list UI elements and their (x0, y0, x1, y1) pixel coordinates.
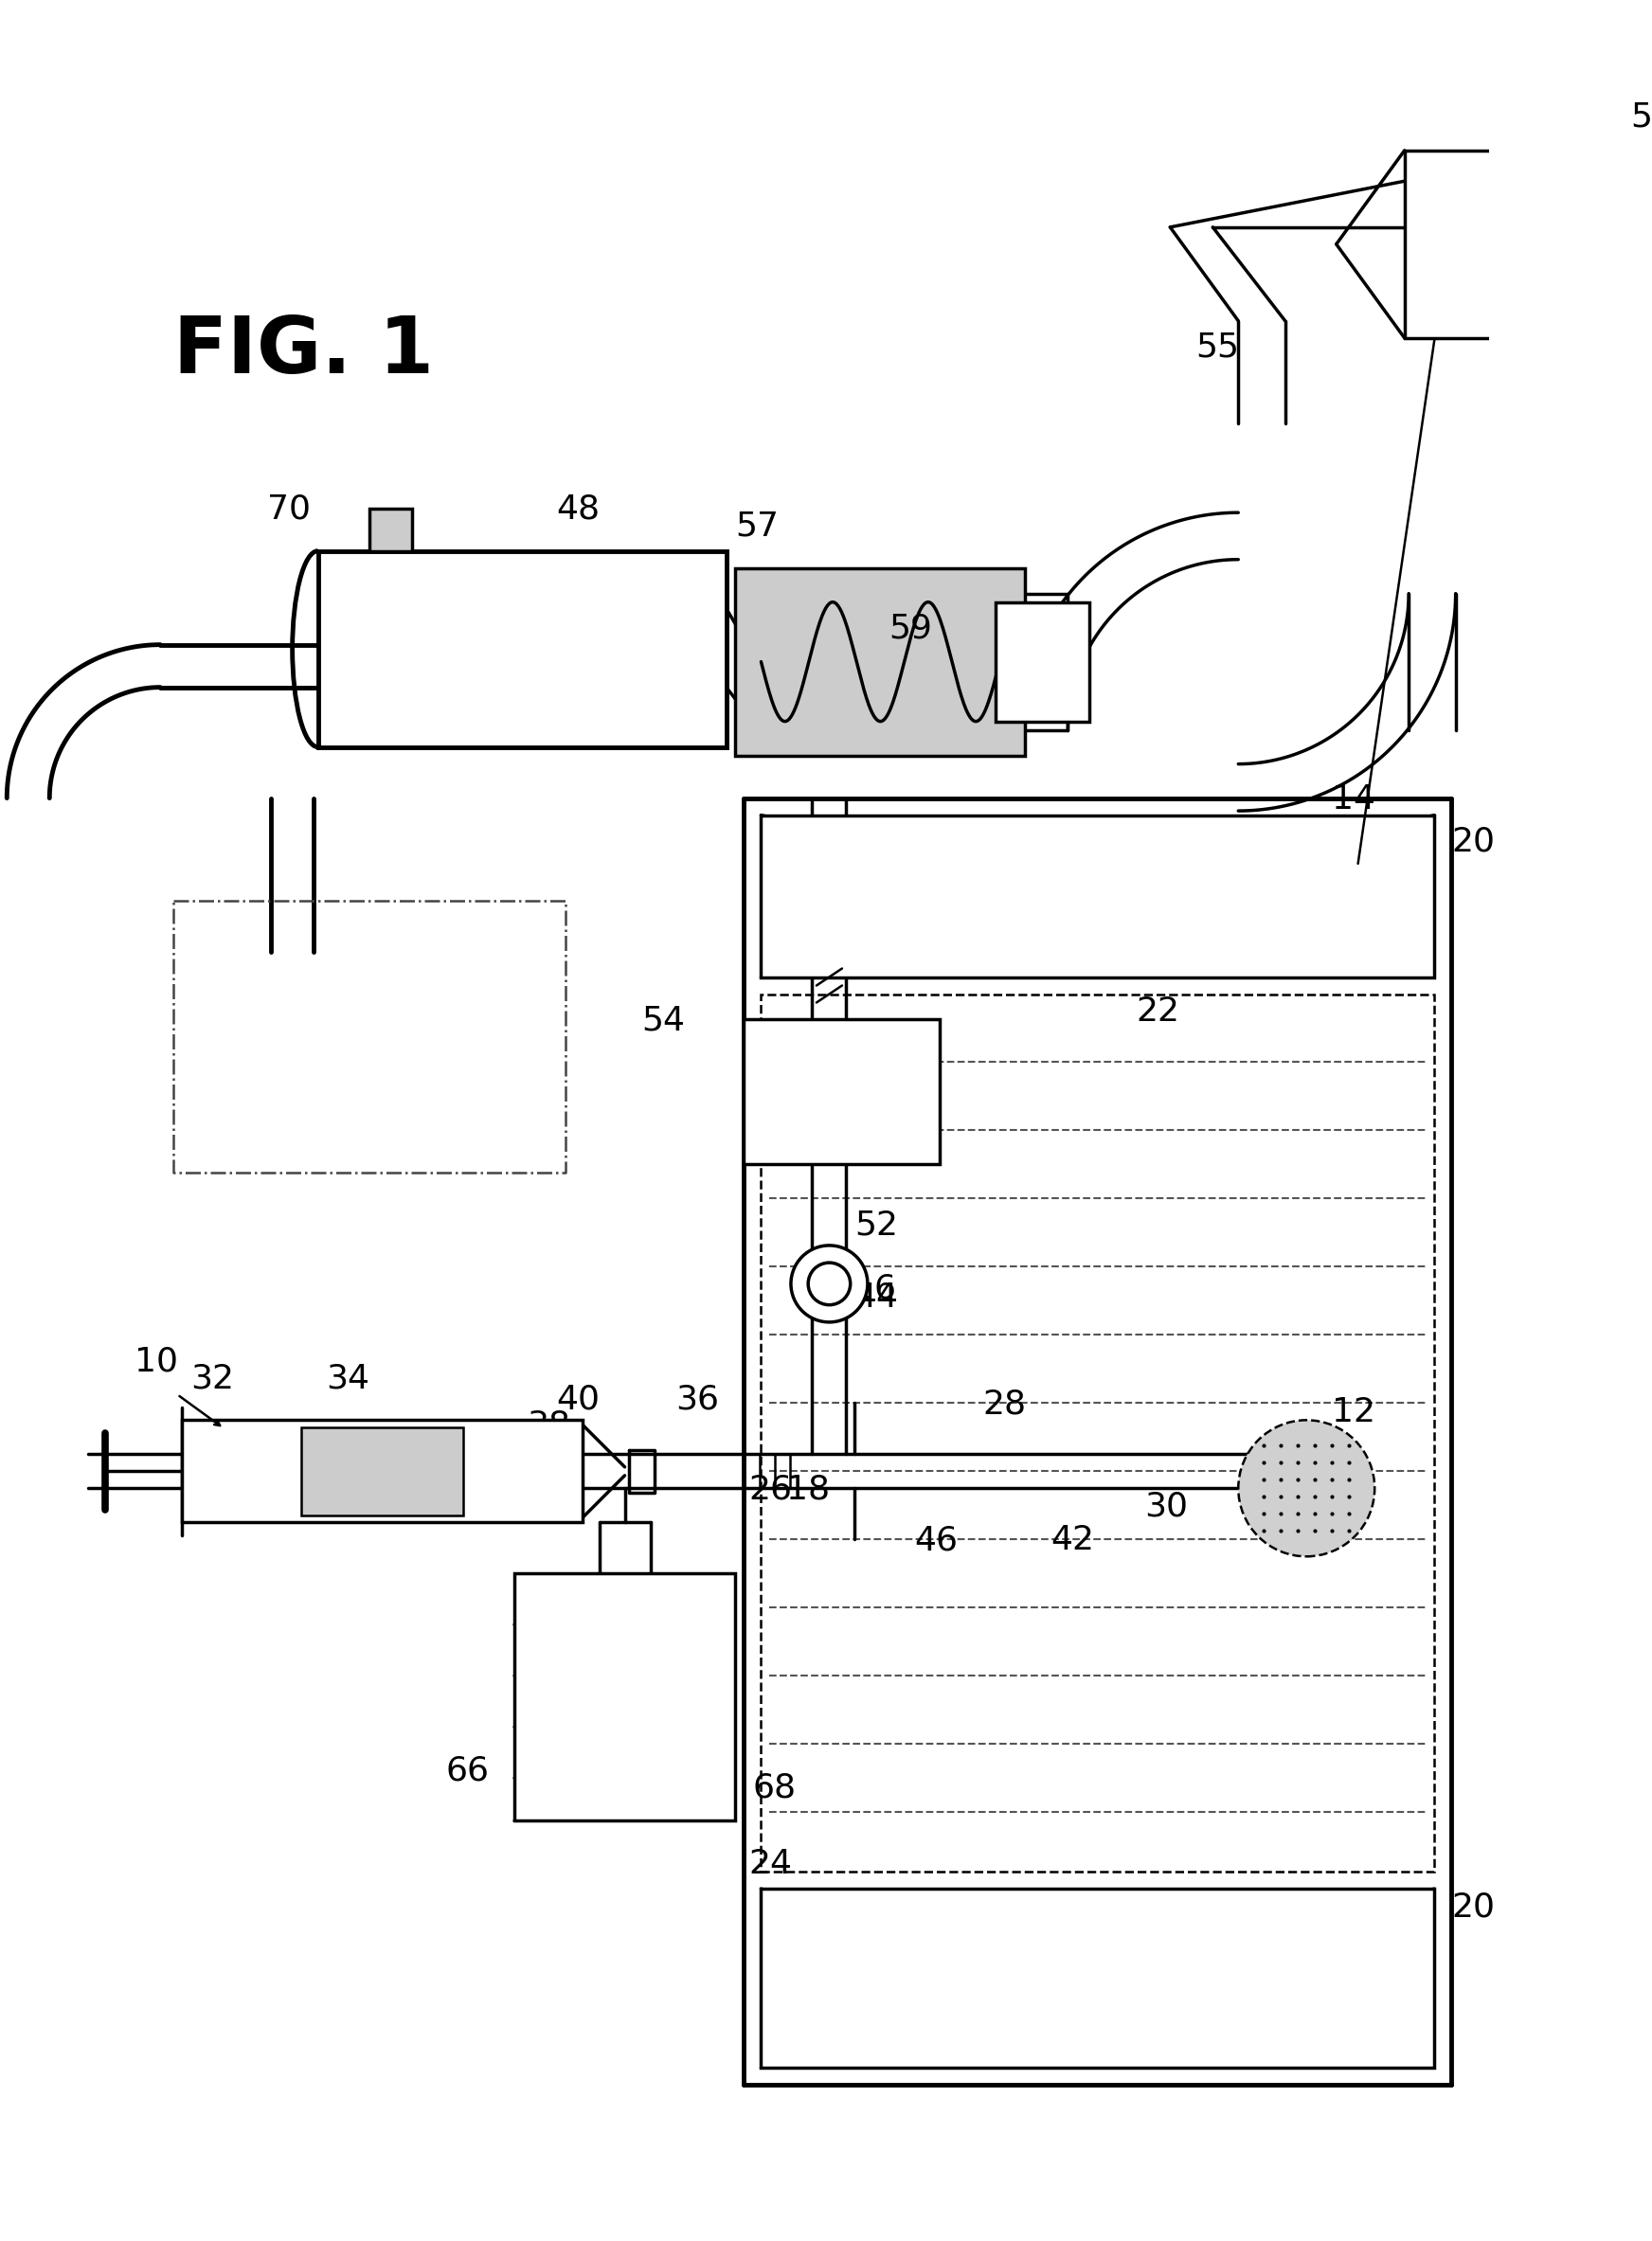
Text: 68: 68 (753, 1770, 796, 1804)
Text: 20: 20 (1452, 1891, 1495, 1923)
Text: 55: 55 (1196, 332, 1239, 363)
Text: 24: 24 (748, 1849, 793, 1880)
Text: 14: 14 (1332, 782, 1376, 816)
Circle shape (1239, 1421, 1374, 1557)
Text: 48: 48 (557, 493, 600, 524)
Bar (182, 1421, 582, 1522)
Text: 36: 36 (676, 1383, 719, 1416)
Bar (317, 551, 727, 746)
Text: 44: 44 (854, 1282, 899, 1313)
Text: 30: 30 (1145, 1490, 1188, 1522)
Bar (301, 1428, 463, 1515)
Text: 32: 32 (190, 1363, 233, 1394)
Text: 22: 22 (1137, 995, 1180, 1029)
Text: 10: 10 (135, 1345, 178, 1378)
Bar (762, 1889, 1434, 2068)
Text: 42: 42 (1051, 1524, 1094, 1557)
Text: 59: 59 (889, 612, 932, 645)
Text: 26: 26 (748, 1472, 791, 1506)
Text: 16: 16 (852, 1273, 895, 1304)
Text: 46: 46 (915, 1524, 958, 1557)
Bar (762, 816, 1434, 977)
Bar (368, 509, 411, 551)
Bar (996, 603, 1089, 722)
Text: 40: 40 (557, 1383, 600, 1416)
Bar (743, 1020, 940, 1165)
Bar (762, 995, 1434, 1871)
Text: FIG. 1: FIG. 1 (173, 311, 433, 390)
Text: 54: 54 (641, 1004, 686, 1038)
Text: 70: 70 (268, 493, 311, 524)
Circle shape (808, 1262, 851, 1304)
Text: 20: 20 (1452, 825, 1495, 858)
Bar (514, 1573, 735, 1820)
Text: 57: 57 (735, 511, 780, 542)
Bar (1404, 150, 1652, 338)
Text: 18: 18 (786, 1472, 831, 1506)
Text: 50: 50 (1631, 101, 1652, 134)
Text: 66: 66 (446, 1755, 489, 1786)
Circle shape (791, 1246, 867, 1322)
Text: 52: 52 (854, 1208, 899, 1242)
Text: 12: 12 (1332, 1396, 1376, 1430)
Text: 38: 38 (527, 1410, 570, 1441)
Bar (735, 567, 1026, 755)
Text: 34: 34 (327, 1363, 370, 1394)
Text: 28: 28 (983, 1387, 1026, 1421)
